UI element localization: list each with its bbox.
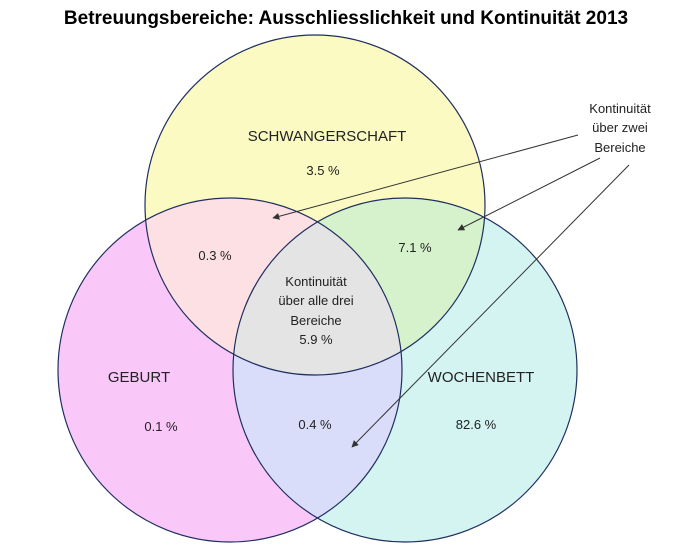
center-label-line-1: Kontinuität [285,274,347,289]
value-geburt-wochenbett: 0.4 % [298,417,332,432]
value-schwangerschaft-geburt: 0.3 % [198,248,232,263]
value-all-three: 5.9 % [299,332,333,347]
arrow-to-schwangerschaft-wochenbett [457,157,601,231]
region-all-three [233,198,402,375]
outline-geburt [57,197,403,543]
outline-schwangerschaft [144,34,486,376]
value-schwangerschaft-only: 3.5 % [306,163,340,178]
diagram-title: Betreuungsbereiche: Ausschliesslichkeit … [63,8,629,29]
value-geburt-only: 0.1 % [144,419,178,434]
label-schwangerschaft: SCHWANGERSCHAFT [248,128,407,145]
callout-line-2: über zwei [592,120,648,135]
callout-line-1: Kontinuität [589,101,651,116]
center-label-line-2: über alle drei [278,293,353,308]
label-wochenbett: WOCHENBETT [428,369,535,386]
arrow-to-schwangerschaft-geburt [272,134,579,220]
callout-line-3: Bereiche [594,140,645,155]
arrow-to-geburt-wochenbett [351,164,630,448]
center-label-line-3: Bereiche [290,313,341,328]
label-geburt: GEBURT [108,369,170,386]
outline-wochenbett [232,197,578,543]
value-schwangerschaft-wochenbett: 7.1 % [398,240,432,255]
value-wochenbett-only: 82.6 % [456,417,497,432]
